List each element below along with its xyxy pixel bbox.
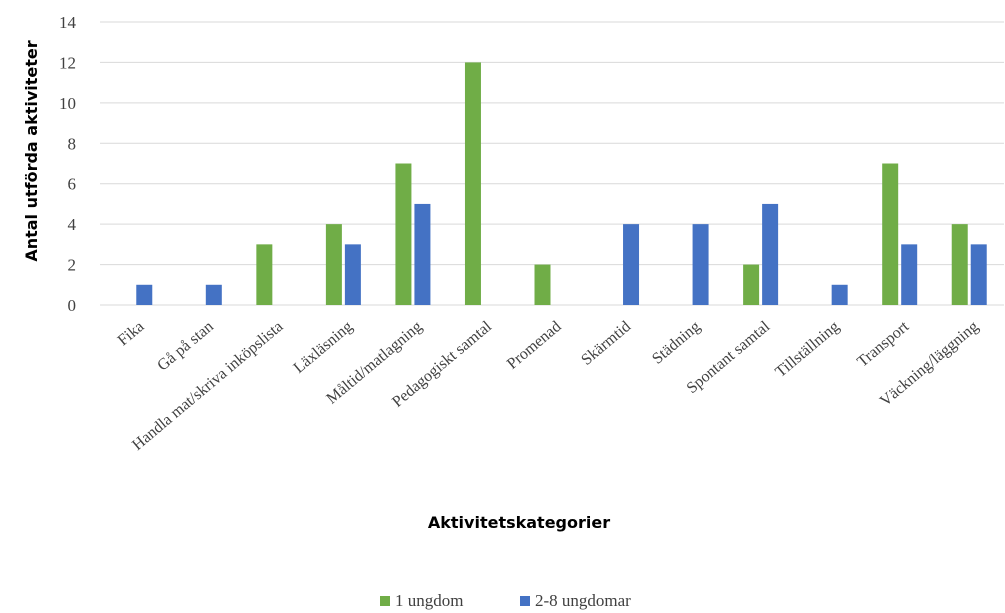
y-tick-label: 10 [59, 94, 76, 113]
bar-series-2 [901, 244, 918, 305]
y-tick-label: 2 [68, 256, 77, 275]
bar-series-1 [464, 62, 481, 305]
bar-series-1 [325, 224, 342, 305]
legend-swatch [380, 596, 390, 606]
bar-series-2 [762, 203, 779, 305]
x-tick-label: Transport [854, 318, 913, 371]
bar-series-2 [623, 224, 640, 305]
bars [136, 62, 987, 305]
bar-series-1 [951, 224, 968, 305]
legend: 1 ungdom 2-8 ungdomar [380, 591, 631, 610]
y-tick-label: 12 [59, 53, 76, 72]
x-tick-label: Tillställning [772, 318, 842, 381]
x-tick-label: Skärmtid [578, 318, 634, 369]
y-tick-label: 4 [68, 215, 77, 234]
bar-series-1 [882, 163, 899, 305]
bar-series-2 [344, 244, 361, 305]
legend-label: 1 ungdom [395, 591, 463, 610]
x-tick-label: Promenad [504, 318, 565, 373]
bar-series-2 [136, 284, 153, 305]
bar-series-2 [692, 224, 709, 305]
x-axis-title: Aktivitetskategorier [428, 513, 610, 532]
x-tick-label: Läxläsning [291, 318, 356, 377]
legend-label: 2-8 ungdomar [535, 591, 631, 610]
y-axis-title: Antal utförda aktiviteter [22, 40, 41, 261]
y-tick-label: 0 [68, 296, 77, 315]
bar-series-2 [205, 284, 222, 305]
x-tick-label: Gå på stan [154, 318, 217, 374]
x-tick-label: Fika [115, 318, 148, 349]
bar-series-1 [534, 264, 551, 305]
bar-series-1 [256, 244, 273, 305]
y-tick-label: 8 [68, 134, 77, 153]
bar-series-2 [414, 203, 431, 305]
bar-series-1 [395, 163, 412, 305]
y-tick-label: 6 [68, 175, 77, 194]
bar-series-1 [743, 264, 760, 305]
bar-series-2 [831, 284, 848, 305]
bar-series-2 [970, 244, 987, 305]
gridlines [100, 21, 1004, 306]
y-tick-label: 14 [59, 13, 77, 32]
y-axis-ticks: 0 2 4 6 8 10 12 14 [59, 13, 77, 315]
legend-swatch [520, 596, 530, 606]
x-tick-label: Städning [649, 318, 704, 368]
